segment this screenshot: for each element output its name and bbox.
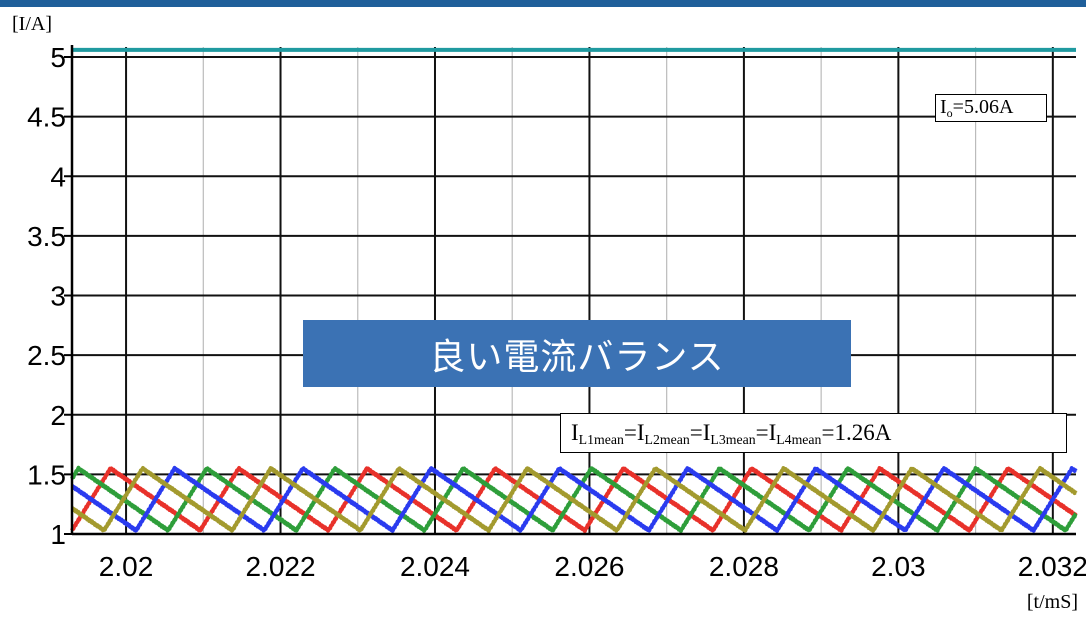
il-text-part: =1.26A [821,420,892,445]
output-current-annotation: Io=5.06A [935,94,1047,122]
il-text-part: =I [689,420,711,445]
y-tick-label: 1.5 [27,459,66,490]
x-tick-label: 2.032 [1018,551,1086,582]
grid-lines [72,47,1076,535]
io-value: =5.06A [952,96,1014,118]
io-subscript: o [946,106,953,120]
y-tick-label: 3.5 [27,221,66,252]
x-tick-label: 2.022 [245,551,315,582]
axes [64,45,1076,536]
x-tick-label: 2.026 [554,551,624,582]
series-IL1 [70,466,1078,534]
x-tick-label: 2.03 [871,551,926,582]
y-tick-label: 1 [50,519,66,550]
il-text-part: =I [623,420,645,445]
x-tick-label: 2.028 [709,551,779,582]
io-symbol: I [940,96,947,118]
series-IL3 [70,465,1078,533]
series-IL4 [70,465,1078,534]
inductor-current-annotation: IL1mean=IL2mean=IL3mean=IL4mean=1.26A [560,413,1067,453]
il-subscript: L4mean [776,432,822,447]
y-axis-label: [I/A] [12,13,52,35]
y-tick-label: 4 [50,161,66,192]
tick-labels: 1 1.5 2 2.5 3 3.5 4 4.5 5 2.02 2.022 2.024 2.026 2.02… [27,42,1086,582]
x-axis-label: [t/mS] [1027,591,1078,613]
y-tick-label: 2 [50,400,66,431]
y-tick-label: 3 [50,281,66,312]
current-balance-banner: 良い電流バランス [303,320,851,387]
y-tick-label: 2.5 [27,340,66,371]
top-accent-bar [0,0,1086,7]
il-subscript: L2mean [644,432,690,447]
series-layer [70,47,1078,534]
x-tick-label: 2.02 [99,551,154,582]
y-tick-label: 4.5 [27,102,66,133]
series-IL2 [70,465,1078,534]
il-text-part: I [571,420,579,445]
banner-text: 良い電流バランス [429,336,725,378]
x-tick-label: 2.024 [400,551,470,582]
il-subscript: L3mean [710,432,756,447]
il-text-part: =I [755,420,777,445]
y-tick-label: 5 [50,42,66,73]
il-subscript: L1mean [578,432,624,447]
